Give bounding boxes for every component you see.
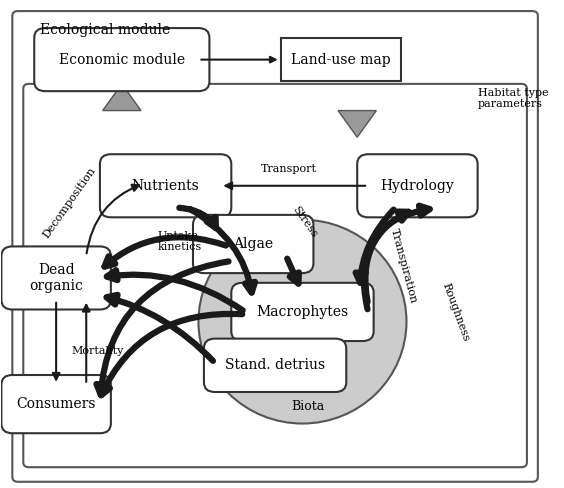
Polygon shape: [103, 84, 141, 111]
FancyBboxPatch shape: [1, 375, 111, 433]
Text: Macrophytes: Macrophytes: [257, 305, 349, 319]
Text: Decomposition: Decomposition: [42, 165, 98, 240]
Text: Ecological module: Ecological module: [39, 23, 170, 37]
Text: Stress: Stress: [291, 205, 319, 240]
FancyBboxPatch shape: [204, 339, 346, 392]
FancyBboxPatch shape: [231, 283, 373, 341]
Text: Hydrology: Hydrology: [381, 179, 455, 193]
Text: Stand. detrius: Stand. detrius: [225, 358, 325, 372]
Text: Economic module: Economic module: [59, 53, 185, 67]
FancyBboxPatch shape: [23, 84, 527, 467]
FancyBboxPatch shape: [12, 11, 538, 482]
Ellipse shape: [199, 220, 407, 424]
Polygon shape: [338, 111, 376, 137]
Text: Uptake
kinetics: Uptake kinetics: [157, 231, 202, 252]
FancyBboxPatch shape: [357, 154, 478, 217]
Text: Transport: Transport: [261, 163, 317, 174]
FancyBboxPatch shape: [100, 154, 231, 217]
FancyBboxPatch shape: [34, 28, 209, 91]
Text: Mortality: Mortality: [71, 346, 124, 356]
FancyBboxPatch shape: [1, 246, 111, 309]
Text: Biota: Biota: [292, 400, 324, 413]
Bar: [280, 38, 401, 81]
Text: Land-use map: Land-use map: [291, 53, 391, 67]
Text: Consumers: Consumers: [16, 397, 96, 411]
Text: Dead
organic: Dead organic: [29, 263, 83, 293]
Text: Habitat type
parameters: Habitat type parameters: [478, 88, 548, 109]
Text: Nutrients: Nutrients: [132, 179, 200, 193]
FancyBboxPatch shape: [193, 215, 314, 273]
Text: Roughness: Roughness: [440, 281, 471, 343]
Text: Algae: Algae: [233, 237, 274, 251]
Text: Transpiration: Transpiration: [389, 227, 418, 305]
